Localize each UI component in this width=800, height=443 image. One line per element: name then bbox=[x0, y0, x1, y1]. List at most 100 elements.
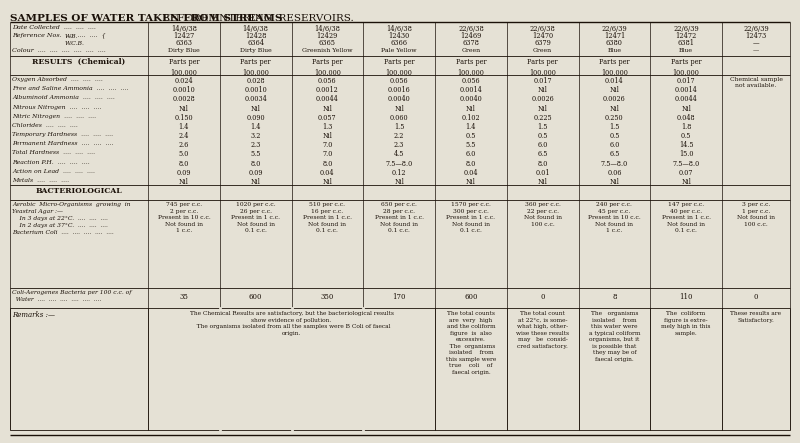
Text: 600: 600 bbox=[249, 293, 262, 301]
Text: Free and Saline Ammonia  ....  ....  ....: Free and Saline Ammonia .... .... .... bbox=[12, 86, 129, 91]
Text: 8.0: 8.0 bbox=[178, 159, 189, 167]
Text: 110: 110 bbox=[679, 293, 693, 301]
Text: Parts per
100,000: Parts per 100,000 bbox=[384, 58, 414, 76]
Text: Nitric Nitrogen  ....  ....  ....: Nitric Nitrogen .... .... .... bbox=[12, 114, 96, 119]
Text: 2.6: 2.6 bbox=[178, 141, 189, 149]
Text: Nil: Nil bbox=[610, 178, 619, 186]
Text: Nil: Nil bbox=[394, 105, 404, 113]
Text: Nil: Nil bbox=[681, 178, 691, 186]
Text: Dirty Blue: Dirty Blue bbox=[168, 48, 200, 53]
Text: 0.056: 0.056 bbox=[390, 77, 409, 85]
Text: 12430: 12430 bbox=[389, 32, 410, 40]
Text: 0.5: 0.5 bbox=[609, 132, 619, 140]
Text: Pale Yellow: Pale Yellow bbox=[382, 48, 417, 53]
Text: Nitrous Nitrogen  ....  ....  ....: Nitrous Nitrogen .... .... .... bbox=[12, 105, 102, 109]
Text: 0.01: 0.01 bbox=[535, 169, 550, 177]
Text: These results are
Satisfactory.: These results are Satisfactory. bbox=[730, 311, 782, 323]
Text: Reaction P.H.  ....  ....  ....: Reaction P.H. .... .... .... bbox=[12, 159, 90, 164]
Text: 0.12: 0.12 bbox=[392, 169, 406, 177]
Text: 14/6/38: 14/6/38 bbox=[171, 25, 197, 33]
Text: SAMPLES OF WATER TAKEN FROM STREAMS: SAMPLES OF WATER TAKEN FROM STREAMS bbox=[10, 14, 282, 23]
Text: 2.3: 2.3 bbox=[394, 141, 404, 149]
Text: 12472: 12472 bbox=[675, 32, 697, 40]
Text: 3 per c.c.
1 per c.c.
Not found in
100 c.c.: 3 per c.c. 1 per c.c. Not found in 100 c… bbox=[737, 202, 775, 226]
Text: 8.0: 8.0 bbox=[250, 159, 261, 167]
Text: Parts per
100,000: Parts per 100,000 bbox=[312, 58, 342, 76]
Text: Parts per
100,000: Parts per 100,000 bbox=[455, 58, 486, 76]
Text: Metals  ....  ....  ....: Metals .... .... .... bbox=[12, 178, 69, 183]
Text: W.B.: W.B. bbox=[65, 34, 78, 39]
Text: 0.017: 0.017 bbox=[534, 77, 552, 85]
Text: Nil: Nil bbox=[538, 105, 547, 113]
Text: 22/6/38: 22/6/38 bbox=[458, 25, 484, 33]
Text: 6365: 6365 bbox=[319, 39, 336, 47]
Text: 0.0012: 0.0012 bbox=[316, 86, 338, 94]
Text: Nil: Nil bbox=[322, 105, 332, 113]
Text: 0.07: 0.07 bbox=[679, 169, 694, 177]
Text: 6366: 6366 bbox=[390, 39, 408, 47]
Text: 0.04: 0.04 bbox=[320, 169, 334, 177]
Text: 0.250: 0.250 bbox=[605, 114, 624, 122]
Text: 4.5: 4.5 bbox=[394, 150, 404, 158]
Text: 14.5: 14.5 bbox=[679, 141, 694, 149]
Text: Remarks :—: Remarks :— bbox=[12, 311, 55, 319]
Text: 0: 0 bbox=[754, 293, 758, 301]
Text: 1020 per c.c.
26 per c.c.
Present in 1 c.c.
Not found in
0.1 c.c.: 1020 per c.c. 26 per c.c. Present in 1 c… bbox=[231, 202, 280, 233]
Text: Green: Green bbox=[462, 48, 481, 53]
Text: 22/6/39: 22/6/39 bbox=[674, 25, 699, 33]
Text: 14/6/38: 14/6/38 bbox=[242, 25, 269, 33]
Text: 0.0040: 0.0040 bbox=[388, 95, 410, 103]
Text: 5.0: 5.0 bbox=[178, 150, 189, 158]
Text: 7.5—8.0: 7.5—8.0 bbox=[386, 159, 413, 167]
Text: Dirty Blue: Dirty Blue bbox=[240, 48, 271, 53]
Text: 0.0014: 0.0014 bbox=[674, 86, 698, 94]
Text: Nil: Nil bbox=[394, 178, 404, 186]
Text: Colour  ....  ....  ....  ....  ....  ....: Colour .... .... .... .... .... .... bbox=[12, 48, 106, 53]
Text: Reference Nos.  ....  ....  ....  {: Reference Nos. .... .... .... { bbox=[12, 32, 106, 38]
Text: 6.0: 6.0 bbox=[609, 141, 619, 149]
Text: 0.0010: 0.0010 bbox=[244, 86, 267, 94]
Text: Parts per
100,000: Parts per 100,000 bbox=[169, 58, 199, 76]
Text: 1.8: 1.8 bbox=[681, 123, 691, 131]
Text: W.C.B.: W.C.B. bbox=[65, 40, 85, 46]
Text: The total count
at 22°c, is some-
what high, other-
wise these results
may   be : The total count at 22°c, is some- what h… bbox=[516, 311, 569, 349]
Text: Aerobic  Micro-Organisms  growing  in
Yeastral Agar :—
    In 3 days at 22°C.  .: Aerobic Micro-Organisms growing in Yeast… bbox=[12, 202, 130, 235]
Text: 8.0: 8.0 bbox=[466, 159, 476, 167]
Text: 6363: 6363 bbox=[175, 39, 192, 47]
Text: 0.5: 0.5 bbox=[681, 132, 691, 140]
Text: Chlorides  ....  ....  ....: Chlorides .... .... .... bbox=[12, 123, 78, 128]
Text: 1.4: 1.4 bbox=[178, 123, 189, 131]
Text: 600: 600 bbox=[464, 293, 478, 301]
Text: 22/6/39: 22/6/39 bbox=[602, 25, 627, 33]
Text: Nil: Nil bbox=[322, 132, 332, 140]
Text: 5.5: 5.5 bbox=[466, 141, 476, 149]
Text: Nil: Nil bbox=[250, 178, 261, 186]
Text: BACTERIOLOGICAL: BACTERIOLOGICAL bbox=[36, 187, 122, 195]
Text: 0.028: 0.028 bbox=[246, 77, 265, 85]
Text: The   organisms
isolated    from
this water were
a typical coliform
organisms, b: The organisms isolated from this water w… bbox=[589, 311, 640, 361]
Text: 1.5: 1.5 bbox=[394, 123, 404, 131]
Text: 6.0: 6.0 bbox=[538, 141, 548, 149]
Text: The  coliform
figure is extre-
mely high in this
sample.: The coliform figure is extre- mely high … bbox=[662, 311, 711, 335]
Text: Nil: Nil bbox=[179, 105, 189, 113]
Text: Date Collected  ....  ....  ....: Date Collected .... .... .... bbox=[12, 25, 96, 30]
Text: Nil: Nil bbox=[466, 105, 476, 113]
Text: Nil: Nil bbox=[610, 86, 619, 94]
Text: Nil: Nil bbox=[466, 178, 476, 186]
Text: 1.5: 1.5 bbox=[609, 123, 619, 131]
Text: 0.102: 0.102 bbox=[462, 114, 480, 122]
Text: 1.3: 1.3 bbox=[322, 123, 333, 131]
Text: 240 per c.c.
45 per c.c.
Present in 10 c.c.
Not found in
1 c.c.: 240 per c.c. 45 per c.c. Present in 10 c… bbox=[588, 202, 641, 233]
Text: 0.09: 0.09 bbox=[177, 169, 191, 177]
Text: 7.0: 7.0 bbox=[322, 150, 333, 158]
Text: Nil: Nil bbox=[179, 178, 189, 186]
Text: Parts per
100,000: Parts per 100,000 bbox=[527, 58, 558, 76]
Text: 12470: 12470 bbox=[532, 32, 553, 40]
Text: 0.017: 0.017 bbox=[677, 77, 695, 85]
Text: 0.014: 0.014 bbox=[605, 77, 624, 85]
Text: 0.0026: 0.0026 bbox=[531, 95, 554, 103]
Text: 22/6/39: 22/6/39 bbox=[743, 25, 769, 33]
Text: 0.0044: 0.0044 bbox=[674, 95, 698, 103]
Text: 170: 170 bbox=[392, 293, 406, 301]
Text: —: — bbox=[753, 39, 759, 47]
